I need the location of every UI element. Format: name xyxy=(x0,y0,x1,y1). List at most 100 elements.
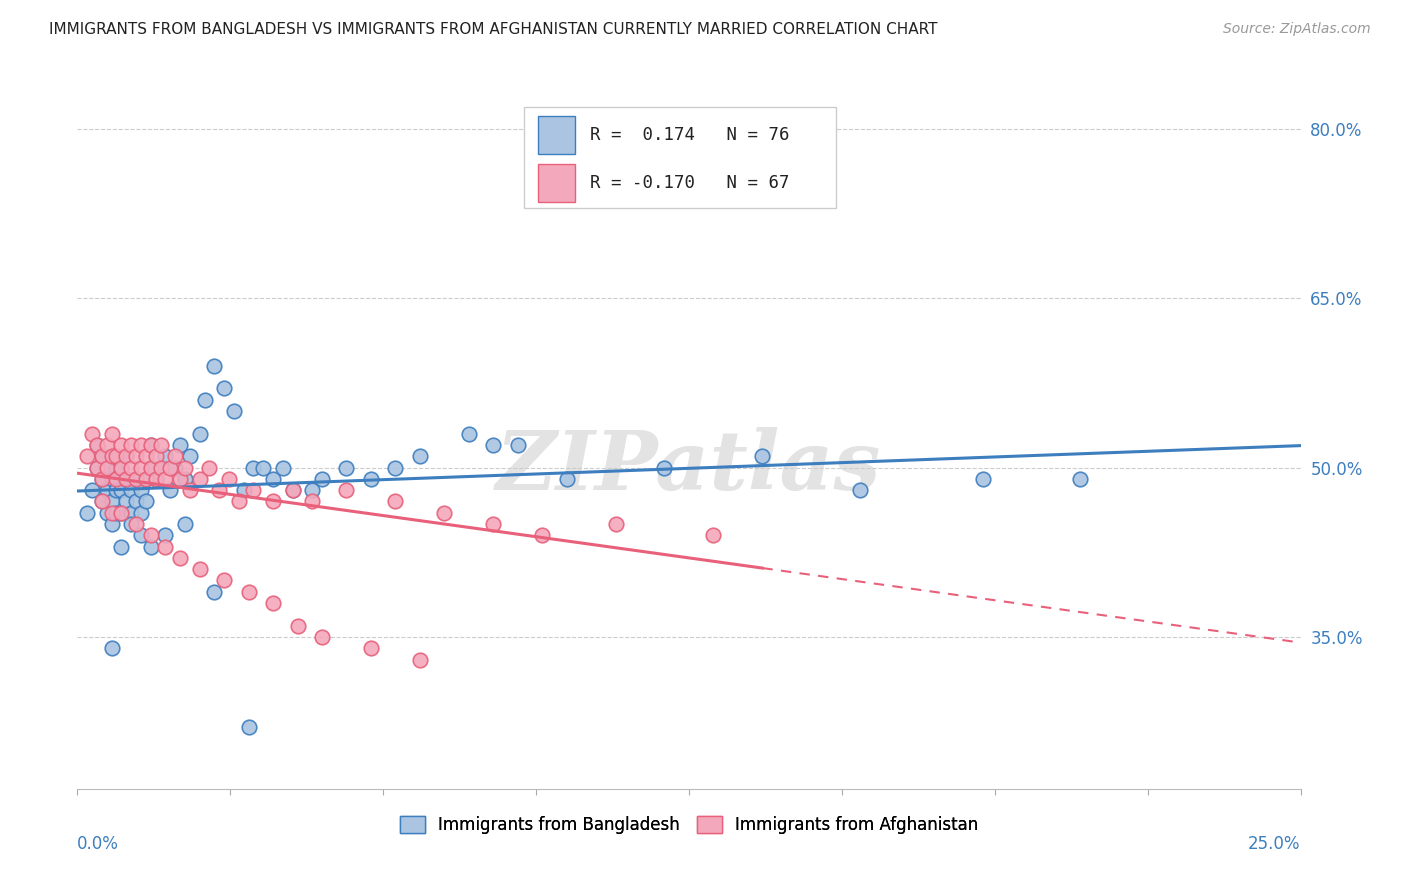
Point xyxy=(198,460,221,475)
Point xyxy=(174,472,197,486)
Point xyxy=(433,506,456,520)
Point xyxy=(86,438,108,452)
Point xyxy=(506,438,529,452)
Point xyxy=(169,438,191,452)
Point xyxy=(179,449,201,463)
Point xyxy=(751,449,773,463)
Point xyxy=(139,540,162,554)
Point xyxy=(115,472,138,486)
Point xyxy=(139,438,162,452)
Point xyxy=(212,574,235,588)
Legend: Immigrants from Bangladesh, Immigrants from Afghanistan: Immigrants from Bangladesh, Immigrants f… xyxy=(394,809,984,840)
Point xyxy=(115,472,138,486)
Point xyxy=(202,359,225,373)
Point xyxy=(311,472,333,486)
Point xyxy=(120,506,142,520)
Point xyxy=(242,483,264,497)
Point xyxy=(702,528,724,542)
Point xyxy=(155,449,177,463)
Text: R = -0.170   N = 67: R = -0.170 N = 67 xyxy=(591,174,789,192)
Point xyxy=(228,494,250,508)
Point xyxy=(262,494,284,508)
Point xyxy=(174,460,197,475)
Point xyxy=(96,460,118,475)
Point xyxy=(100,426,122,441)
Point xyxy=(654,460,676,475)
Point xyxy=(135,449,157,463)
Point xyxy=(360,472,382,486)
Point xyxy=(105,506,128,520)
Text: 25.0%: 25.0% xyxy=(1249,835,1301,853)
Text: 0.0%: 0.0% xyxy=(77,835,120,853)
Point xyxy=(360,641,382,656)
Point xyxy=(139,460,162,475)
Point xyxy=(193,392,215,407)
Point xyxy=(155,528,177,542)
Point xyxy=(100,449,122,463)
Point xyxy=(135,472,157,486)
Point xyxy=(100,494,122,508)
Point xyxy=(555,472,578,486)
Point xyxy=(457,426,479,441)
Point xyxy=(301,494,323,508)
Point xyxy=(188,426,211,441)
Point xyxy=(90,449,112,463)
Point xyxy=(110,438,132,452)
Point xyxy=(110,506,132,520)
Point xyxy=(125,472,148,486)
Point xyxy=(179,483,201,497)
Point xyxy=(165,449,187,463)
Point xyxy=(129,460,152,475)
Point xyxy=(482,516,505,531)
Point xyxy=(149,438,172,452)
Point xyxy=(129,528,152,542)
Point xyxy=(100,641,122,656)
Point xyxy=(145,449,167,463)
Point xyxy=(232,483,254,497)
Point xyxy=(335,483,357,497)
Point xyxy=(218,472,240,486)
Point xyxy=(135,472,157,486)
Point xyxy=(281,483,304,497)
Point xyxy=(188,562,211,576)
Point xyxy=(159,483,181,497)
Point xyxy=(120,516,142,531)
Point xyxy=(110,506,132,520)
Point xyxy=(202,584,225,599)
Point xyxy=(301,483,323,497)
Point xyxy=(110,483,132,497)
Point xyxy=(90,472,112,486)
Point xyxy=(149,460,172,475)
Point xyxy=(100,472,122,486)
Point xyxy=(409,652,432,666)
Point xyxy=(281,483,304,497)
Point xyxy=(271,460,294,475)
Point xyxy=(76,449,98,463)
Point xyxy=(115,449,138,463)
Point xyxy=(384,460,406,475)
Point xyxy=(90,449,112,463)
Point xyxy=(115,449,138,463)
Point xyxy=(972,472,994,486)
Point xyxy=(110,460,132,475)
Point xyxy=(105,472,128,486)
Point xyxy=(149,460,172,475)
Point xyxy=(100,516,122,531)
Point xyxy=(120,483,142,497)
Point xyxy=(242,460,264,475)
Point xyxy=(169,472,191,486)
Point xyxy=(208,483,231,497)
FancyBboxPatch shape xyxy=(538,163,575,202)
Point xyxy=(96,483,118,497)
Point xyxy=(86,438,108,452)
Point xyxy=(105,460,128,475)
Point xyxy=(139,528,162,542)
Text: IMMIGRANTS FROM BANGLADESH VS IMMIGRANTS FROM AFGHANISTAN CURRENTLY MARRIED CORR: IMMIGRANTS FROM BANGLADESH VS IMMIGRANTS… xyxy=(49,22,938,37)
Point xyxy=(262,596,284,610)
Point xyxy=(135,494,157,508)
Point xyxy=(155,540,177,554)
Point xyxy=(100,506,122,520)
Point xyxy=(129,506,152,520)
Point xyxy=(90,494,112,508)
Point xyxy=(96,438,118,452)
